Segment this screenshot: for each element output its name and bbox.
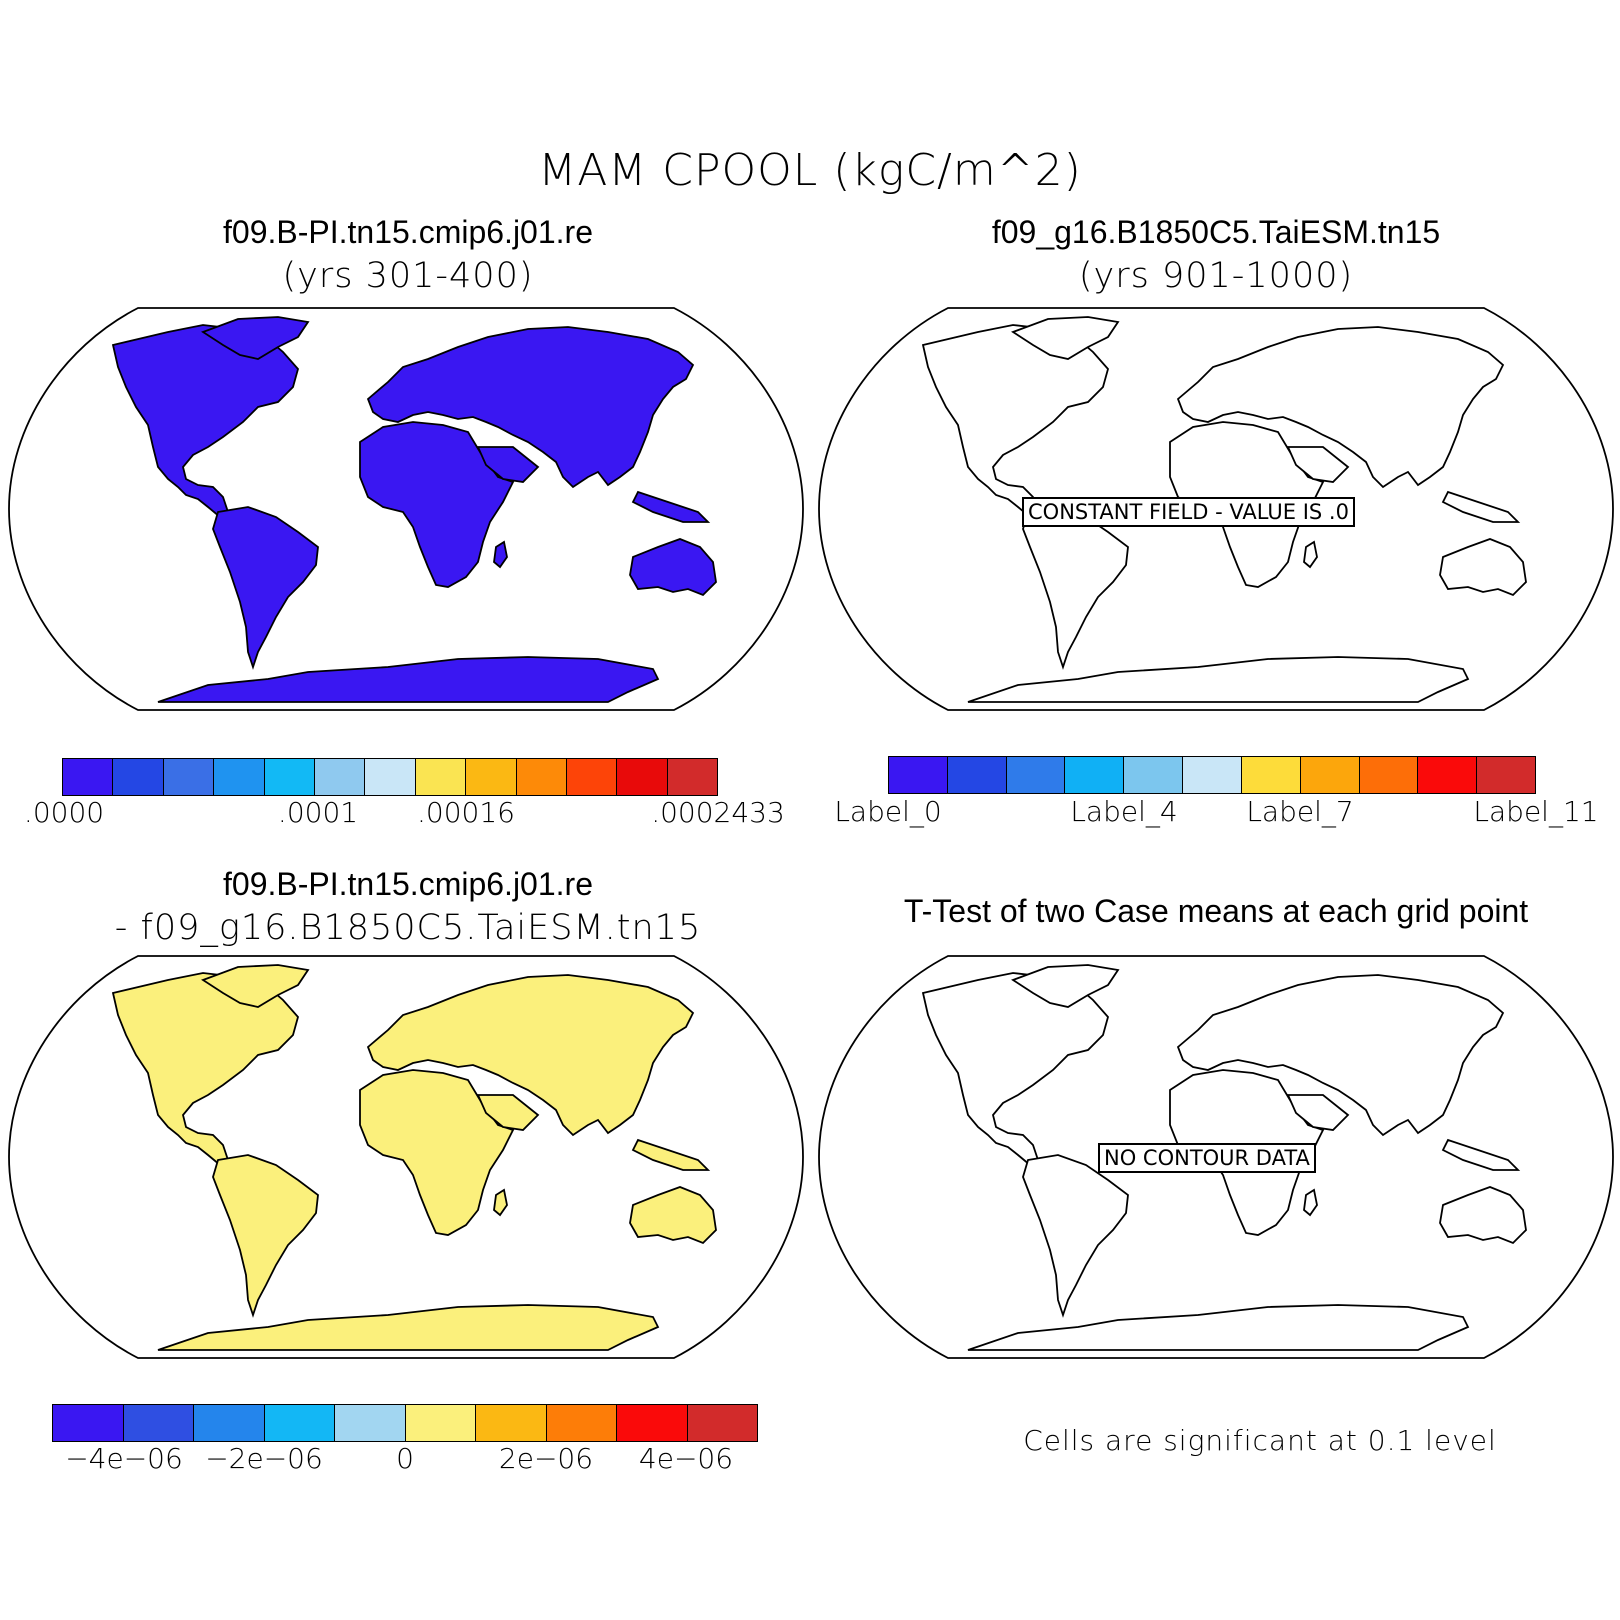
colorbar-swatch: [194, 1405, 265, 1441]
colorbar-swatch: [566, 759, 618, 795]
panel-subtitle-bottom-left: - f09_g16.B1850C5.TaiESM.tn15: [114, 908, 702, 948]
colorbar-swatch: [1006, 757, 1066, 793]
colorbar-swatch: [1124, 757, 1184, 793]
landmass-fill: [112, 316, 717, 703]
colorbar-label: Label_7: [1246, 795, 1354, 828]
map-frame: [8, 955, 804, 1359]
colorbar-swatch: [889, 757, 948, 793]
colorbar-top-right: [888, 756, 1536, 794]
colorbar-swatch: [123, 1405, 194, 1441]
colorbar-label: Label_0: [834, 795, 942, 828]
colorbar-label: −4e−06: [65, 1442, 183, 1475]
colorbar-label: Label_4: [1070, 795, 1178, 828]
colorbar-swatch: [516, 759, 567, 795]
map-top-left: [8, 307, 804, 711]
map-frame: [818, 955, 1614, 1359]
colorbar-label: −2e−06: [205, 1442, 323, 1475]
panel-title-top-left: f09.B-PI.tn15.cmip6.j01.re: [223, 214, 593, 250]
colorbar-swatch: [365, 759, 416, 795]
colorbar-swatch: [1418, 757, 1478, 793]
panel-title-bottom-left: f09.B-PI.tn15.cmip6.j01.re: [223, 866, 593, 902]
colorbar-swatch: [264, 1405, 335, 1441]
significance-footnote: Cells are significant at 0.1 level: [1023, 1424, 1497, 1457]
colorbar-swatch: [1359, 757, 1419, 793]
colorbar-swatch: [466, 759, 517, 795]
colorbar-swatch: [617, 1405, 688, 1441]
panel-title-bottom-right: T-Test of two Case means at each grid po…: [903, 893, 1529, 929]
colorbar-swatch: [314, 759, 366, 795]
constant-field-notice: CONSTANT FIELD - VALUE IS .0: [1022, 497, 1355, 527]
panel-subtitle-top-left: (yrs 301-400): [282, 256, 534, 296]
colorbar-swatch: [476, 1405, 547, 1441]
colorbar-swatch: [1183, 757, 1242, 793]
colorbar-label: .00016: [417, 796, 515, 829]
colorbar-swatch: [667, 759, 718, 795]
map-bottom-left: [8, 955, 804, 1359]
colorbar-label: .0001: [277, 796, 359, 829]
colorbar-swatch: [113, 759, 164, 795]
colorbar-swatch: [264, 759, 315, 795]
colorbar-bottom-left: [52, 1404, 758, 1442]
colorbar-swatch: [687, 1405, 757, 1441]
colorbar-swatch: [1241, 757, 1301, 793]
colorbar-swatch: [53, 1405, 124, 1441]
no-contour-notice: NO CONTOUR DATA: [1098, 1143, 1316, 1173]
colorbar-swatch: [405, 1405, 476, 1441]
map-frame: [818, 307, 1614, 711]
colorbar-label: .0002433: [651, 796, 785, 829]
map-frame: [8, 307, 804, 711]
colorbar-swatch: [335, 1405, 406, 1441]
landmass-fill: [112, 964, 717, 1351]
colorbar-label: 2e−06: [498, 1442, 594, 1475]
colorbar-swatch: [415, 759, 467, 795]
colorbar-label: 4e−06: [638, 1442, 734, 1475]
colorbar-swatch: [63, 759, 114, 795]
colorbar-swatch: [1477, 757, 1535, 793]
main-title: MAM CPOOL (kgC/m^2): [538, 145, 1082, 196]
colorbar-swatch: [1065, 757, 1125, 793]
colorbar-swatch: [1300, 757, 1360, 793]
panel-subtitle-top-right: (yrs 901-1000): [1078, 256, 1354, 296]
colorbar-swatch: [214, 759, 265, 795]
colorbar-swatch: [617, 759, 668, 795]
colorbar-swatch: [163, 759, 215, 795]
colorbar-top-left: [62, 758, 718, 796]
panel-title-top-right: f09_g16.B1850C5.TaiESM.tn15: [991, 214, 1441, 250]
map-bottom-right: [818, 955, 1614, 1359]
colorbar-label: Label_11: [1473, 795, 1599, 828]
map-top-right: [818, 307, 1614, 711]
colorbar-swatch: [546, 1405, 617, 1441]
colorbar-label: 0: [396, 1442, 414, 1475]
colorbar-swatch: [947, 757, 1007, 793]
colorbar-label: .0000: [23, 796, 105, 829]
